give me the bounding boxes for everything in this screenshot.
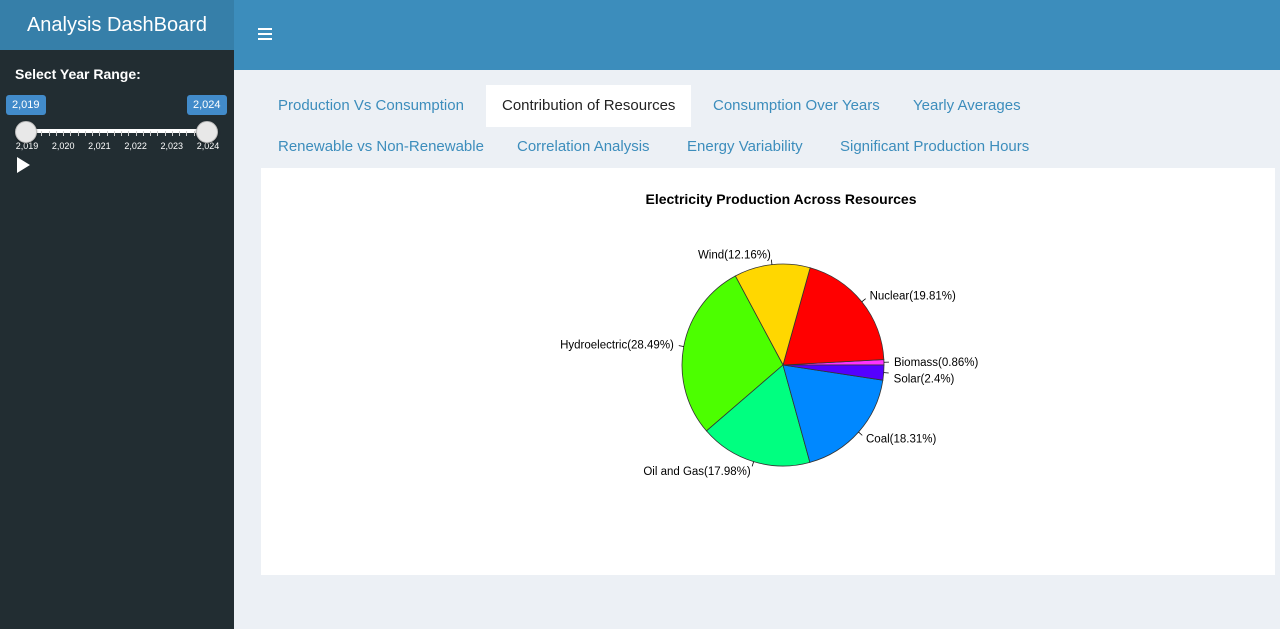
slider-tick [128,131,130,136]
pie-slice-label: Coal(18.31%) [866,434,936,446]
app-title: Analysis DashBoard [0,0,234,50]
slider-tick [84,131,86,136]
slider-tick [157,131,159,136]
pie-slice-label: Hydroelectric(28.49%) [560,340,674,352]
pie-slice-label: Oil and Gas(17.98%) [643,466,751,478]
slider-tick [99,131,101,136]
slider-handle-from[interactable] [15,121,37,143]
chart-panel: Biomass(0.86%) Nuclear(19.81%) Wind(12.16%… [261,168,1275,575]
slider-tick [171,131,173,136]
pie-label-leader [770,259,773,265]
pie-slice-label: Biomass(0.86%) [894,357,979,369]
year-range-slider[interactable] [25,129,208,133]
pie-slice [782,364,885,381]
tab-production-vs-consumption[interactable]: Production Vs Consumption [278,97,464,114]
header [234,0,1280,70]
slider-tick [70,131,72,136]
pie-chart: Biomass(0.86%) Nuclear(19.81%) Wind(12.16%… [560,250,979,479]
slider-tick [41,131,43,136]
slider-tick [121,131,123,136]
slider-tick-label: 2,019 [15,141,39,151]
year-range-label: Select Year Range: [15,66,141,82]
tab-yearly-averages[interactable]: Yearly Averages [913,97,1021,114]
slider-tick [150,131,152,136]
slider-tick [193,131,195,136]
play-icon[interactable] [17,157,30,173]
slider-tick [106,131,108,136]
slider-tick [186,131,188,136]
pie-slice [681,275,784,432]
pie-label-leader [751,461,755,467]
pie-slice-label: Nuclear(19.81%) [870,291,956,303]
slider-tick-label: 2,020 [51,141,75,151]
tab-bar: Production Vs Consumption Contribution o… [261,85,1275,168]
slider-tick-label: 2,023 [160,141,184,151]
slider-tick [77,131,79,136]
slider-tick [113,131,115,136]
chart-title: Electricity Production Across Resources [645,191,917,207]
slider-tick [92,131,94,136]
range-from-badge: 2,019 [6,95,46,115]
slider-tick-label: 2,022 [124,141,147,151]
tab-correlation-analysis[interactable]: Correlation Analysis [517,138,650,155]
slider-fill [25,129,208,133]
pie-slice-label: Wind(12.16%) [698,250,771,262]
tab-contribution-of-resources[interactable]: Contribution of Resources [486,85,692,127]
pie-slice [734,263,811,367]
pie-label-leader [858,431,863,436]
pie-label-leader [861,298,866,303]
slider-tick [135,131,137,136]
slider-handle-to[interactable] [196,121,218,143]
range-to-badge: 2,024 [187,95,227,115]
slider-tick [142,131,144,136]
slider-tick-label: 2,021 [88,141,111,151]
menu-toggle-icon[interactable] [258,28,274,42]
tab-energy-variability[interactable]: Energy Variability [687,138,803,155]
tab-renewable-vs-non-renewable[interactable]: Renewable vs Non-Renewable [278,138,484,155]
sidebar: Analysis DashBoard Select Year Range: 2,… [0,0,234,629]
pie-label-leader [678,345,684,347]
slider-tick [55,131,57,136]
slider-tick [179,131,181,136]
slider-tick [48,131,50,136]
pie-slice-label: Solar(2.4%) [894,373,955,385]
tab-consumption-over-years[interactable]: Consumption Over Years [713,97,880,114]
slider-tick [164,131,166,136]
slider-tick [63,131,65,136]
slider-tick-label: 2,024 [196,141,220,151]
tab-significant-production-hours[interactable]: Significant Production Hours [840,138,1030,155]
